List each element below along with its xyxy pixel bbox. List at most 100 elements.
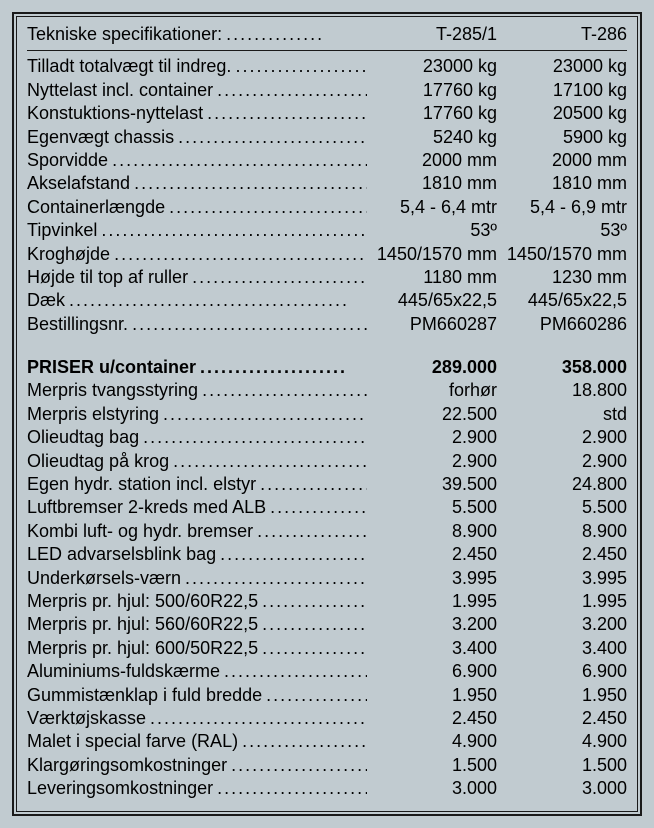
spec-col2: 53º [497, 219, 627, 242]
leader-dots: ........................................ [227, 754, 367, 777]
price-col1: forhør [367, 379, 497, 402]
price-col1: 2.900 [367, 426, 497, 449]
spec-label: Egenvægt chassis [27, 126, 174, 149]
spec-col1: 445/65x22,5 [367, 289, 497, 312]
price-header-row: PRISER u/container .....................… [27, 356, 627, 379]
spec-col2: 445/65x22,5 [497, 289, 627, 312]
leader-dots: ........................................ [238, 730, 367, 753]
spec-label: Sporvidde [27, 149, 108, 172]
spec-col1: 5240 kg [367, 126, 497, 149]
price-row: LED advarselsblink bag..................… [27, 543, 627, 566]
spec-row: Egenvægt chassis........................… [27, 126, 627, 149]
price-col1: 3.200 [367, 613, 497, 636]
spec-label: Bestillingsnr. [27, 313, 128, 336]
spec-label: Tipvinkel [27, 219, 97, 242]
price-row: Merpris tvangsstyring...................… [27, 379, 627, 402]
leader-dots: ........................................ [128, 313, 367, 336]
section-gap [27, 336, 627, 356]
header-label: Tekniske specifikationer: [27, 23, 222, 46]
price-label: Merpris tvangsstyring [27, 379, 198, 402]
spec-row: Kroghøjde...............................… [27, 243, 627, 266]
price-col2: 6.900 [497, 660, 627, 683]
leader-dots: ........................................ [165, 196, 367, 219]
price-row: Merpris pr. hjul: 560/60R22,5...........… [27, 613, 627, 636]
price-label: Gummistænklap i fuld bredde [27, 684, 262, 707]
spec-row: Akselafstand............................… [27, 172, 627, 195]
leader-dots: ........................................ [188, 266, 367, 289]
spec-row: Tilladt totalvægt til indreg............… [27, 55, 627, 78]
leader-dots: ........................................ [146, 707, 367, 730]
price-col1: 2.450 [367, 543, 497, 566]
leader-dots: ........................................ [181, 567, 367, 590]
price-col2: 1.950 [497, 684, 627, 707]
leader-dots: ........................................ [169, 450, 367, 473]
price-label: Olieudtag bag [27, 426, 139, 449]
price-col1: 3.995 [367, 567, 497, 590]
price-header-col2: 358.000 [497, 356, 627, 379]
price-row: Værktøjskasse...........................… [27, 707, 627, 730]
header-col1: T-285/1 [367, 23, 497, 46]
spec-col1: 2000 mm [367, 149, 497, 172]
price-col1: 1.995 [367, 590, 497, 613]
spec-col2: 17100 kg [497, 79, 627, 102]
specs-section: Tilladt totalvægt til indreg............… [27, 55, 627, 336]
spec-table-outer: Tekniske specifikationer: ..............… [12, 12, 642, 816]
spec-col1: 1450/1570 mm [367, 243, 497, 266]
price-label: Værktøjskasse [27, 707, 146, 730]
leader-dots: ........................................ [108, 149, 367, 172]
price-label: Luftbremser 2-kreds med ALB [27, 496, 266, 519]
spec-table-inner: Tekniske specifikationer: ..............… [16, 16, 638, 812]
price-label: Kombi luft- og hydr. bremser [27, 520, 253, 543]
price-row: Leveringsomkostninger...................… [27, 777, 627, 800]
price-row: Aluminiums-fuldskærme...................… [27, 660, 627, 683]
leader-dots: ........................................ [262, 684, 367, 707]
leader-dots: ........................................ [258, 613, 367, 636]
price-row: Underkørsels-værn.......................… [27, 567, 627, 590]
spec-label: Containerlængde [27, 196, 165, 219]
header-col2: T-286 [497, 23, 627, 46]
spec-row: Konstuktions-nyttelast..................… [27, 102, 627, 125]
price-row: Olieudtag på krog.......................… [27, 450, 627, 473]
price-col2: 3.000 [497, 777, 627, 800]
spec-col1: 5,4 - 6,4 mtr [367, 196, 497, 219]
price-label: Olieudtag på krog [27, 450, 169, 473]
spec-col1: 53º [367, 219, 497, 242]
price-col2: 3.200 [497, 613, 627, 636]
spec-row: Sporvidde...............................… [27, 149, 627, 172]
spec-col1: 23000 kg [367, 55, 497, 78]
spec-col1: 17760 kg [367, 102, 497, 125]
leader-dots: ........................................ [97, 219, 367, 242]
price-col1: 2.900 [367, 450, 497, 473]
price-col1: 4.900 [367, 730, 497, 753]
spec-col2: 1450/1570 mm [497, 243, 627, 266]
price-col1: 6.900 [367, 660, 497, 683]
price-label: Malet i special farve (RAL) [27, 730, 238, 753]
spec-col2: 5,4 - 6,9 mtr [497, 196, 627, 219]
price-label: Aluminiums-fuldskærme [27, 660, 220, 683]
price-row: Kombi luft- og hydr. bremser............… [27, 520, 627, 543]
price-label: Leveringsomkostninger [27, 777, 213, 800]
spec-col2: 20500 kg [497, 102, 627, 125]
price-row: Merpris elstyring.......................… [27, 403, 627, 426]
spec-row: Dæk.....................................… [27, 289, 627, 312]
price-col1: 3.400 [367, 637, 497, 660]
price-col2: std [497, 403, 627, 426]
price-label: Klargøringsomkostninger [27, 754, 227, 777]
spec-col1: 17760 kg [367, 79, 497, 102]
price-label: Egen hydr. station incl. elstyr [27, 473, 256, 496]
leader-dots: ........................................ [130, 172, 367, 195]
price-col2: 18.800 [497, 379, 627, 402]
spec-col2: 1810 mm [497, 172, 627, 195]
leader-dots: ........................................ [216, 543, 367, 566]
spec-col1: 1810 mm [367, 172, 497, 195]
spec-label: Konstuktions-nyttelast [27, 102, 203, 125]
spec-row: Nyttelast incl. container...............… [27, 79, 627, 102]
price-col1: 1.500 [367, 754, 497, 777]
leader-dots: ........................................ [139, 426, 367, 449]
header-row: Tekniske specifikationer: ..............… [27, 23, 627, 51]
leader-dots: ..................... [196, 356, 367, 379]
price-row: Merpris pr. hjul: 600/50R22,5...........… [27, 637, 627, 660]
price-col2: 2.450 [497, 707, 627, 730]
price-label: Merpris pr. hjul: 600/50R22,5 [27, 637, 258, 660]
spec-col2: PM660286 [497, 313, 627, 336]
